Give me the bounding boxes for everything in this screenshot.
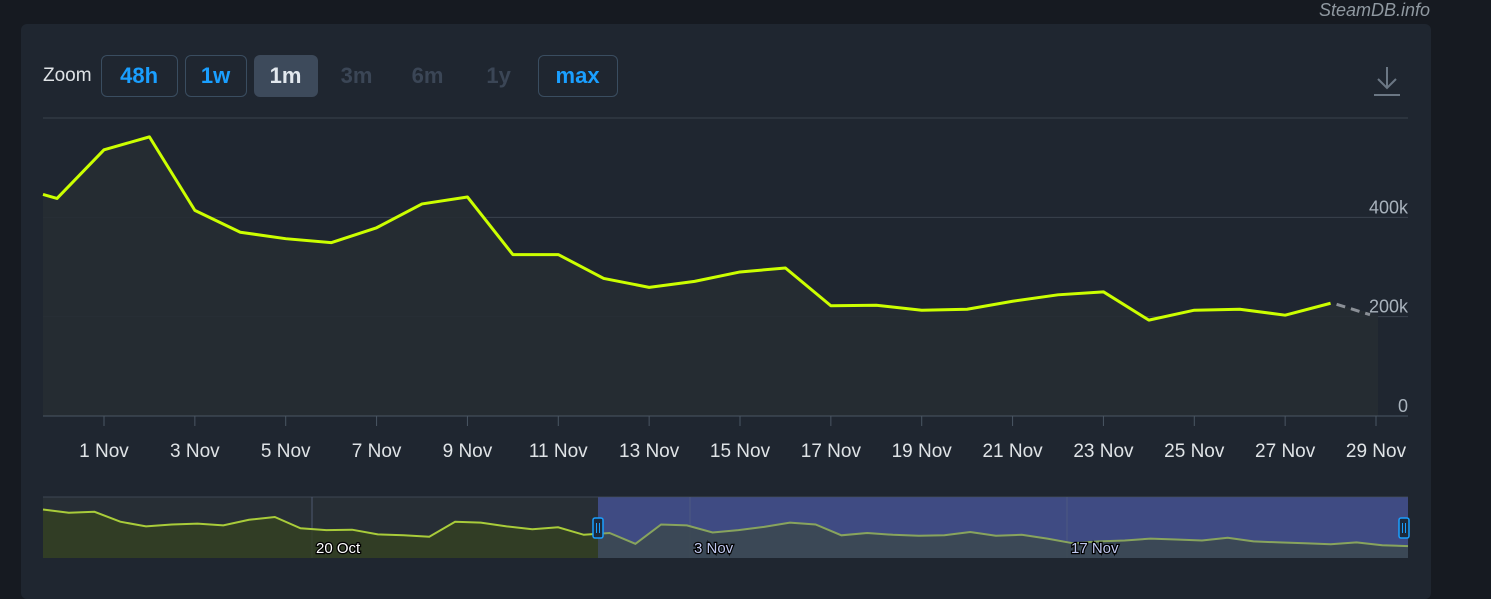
- y-tick-label: 0: [1398, 396, 1408, 416]
- x-tick-label: 3 Nov: [170, 441, 220, 462]
- player-count-chart: 0 200k 400k 1 Nov 3 Nov 5 Nov 7 Nov 9 Nov 11 No…: [42, 117, 1410, 558]
- x-tick-label: 19 Nov: [892, 441, 953, 462]
- series-line: [42, 135, 1331, 322]
- zoom-3m-button: 3m: [340, 63, 373, 88]
- zoom-1y-button: 1y: [486, 63, 511, 88]
- x-tick-label: 29 Nov: [1346, 441, 1407, 462]
- x-tick-label: 17 Nov: [801, 441, 862, 462]
- series-area: [43, 136, 1378, 416]
- chart-series: [42, 135, 1371, 322]
- x-tick-label: 7 Nov: [352, 441, 402, 462]
- navigator-area: [43, 509, 1408, 558]
- x-tick-label: 11 Nov: [529, 441, 588, 462]
- x-tick-label: 5 Nov: [261, 441, 311, 462]
- steamdb-credit: SteamDB.info: [1318, 0, 1430, 20]
- zoom-1w-button[interactable]: 1w: [184, 55, 247, 97]
- x-tick-label: 9 Nov: [443, 441, 493, 462]
- x-tick-label: 1 Nov: [79, 441, 129, 462]
- chart-area-fill: [43, 136, 1378, 416]
- zoom-label: Zoom: [43, 65, 92, 86]
- x-tick-label: 23 Nov: [1073, 441, 1134, 462]
- zoom-max-button[interactable]: max: [537, 55, 618, 97]
- zoom-1m-button[interactable]: 1m: [253, 55, 318, 97]
- navigator-selection-overlay: [598, 497, 1408, 558]
- navigator[interactable]: 20 Oct 3 Nov 17 Nov: [42, 496, 1410, 558]
- x-axis: 1 Nov 3 Nov 5 Nov 7 Nov 9 Nov 11 Nov 13 Nov 15 …: [43, 415, 1408, 462]
- x-tick-label: 21 Nov: [982, 441, 1043, 462]
- x-tick-label: 15 Nov: [710, 441, 771, 462]
- y-axis-labels: 0 200k 400k: [1369, 197, 1409, 416]
- navigator-left-handle[interactable]: [592, 517, 604, 539]
- navigator-right-handle[interactable]: [1398, 517, 1410, 539]
- y-tick-label: 200k: [1369, 297, 1409, 317]
- projection-line: [1336, 302, 1371, 317]
- x-tick-label: 27 Nov: [1255, 441, 1316, 462]
- zoom-6m-button: 6m: [411, 63, 444, 88]
- navigator-line: [42, 508, 1409, 548]
- navigator-label: 17 Nov: [1071, 540, 1119, 557]
- navigator-label: 20 Oct: [316, 540, 361, 557]
- navigator-label: 3 Nov: [694, 540, 734, 557]
- y-tick-label: 400k: [1369, 197, 1409, 217]
- zoom-toolbar: Zoom 48h 1w 1m 3m 6m 1y max: [43, 54, 625, 98]
- download-icon[interactable]: [1370, 64, 1404, 98]
- x-tick-label: 13 Nov: [619, 441, 680, 462]
- zoom-48h-button[interactable]: 48h: [100, 55, 178, 97]
- x-tick-label: 25 Nov: [1164, 441, 1225, 462]
